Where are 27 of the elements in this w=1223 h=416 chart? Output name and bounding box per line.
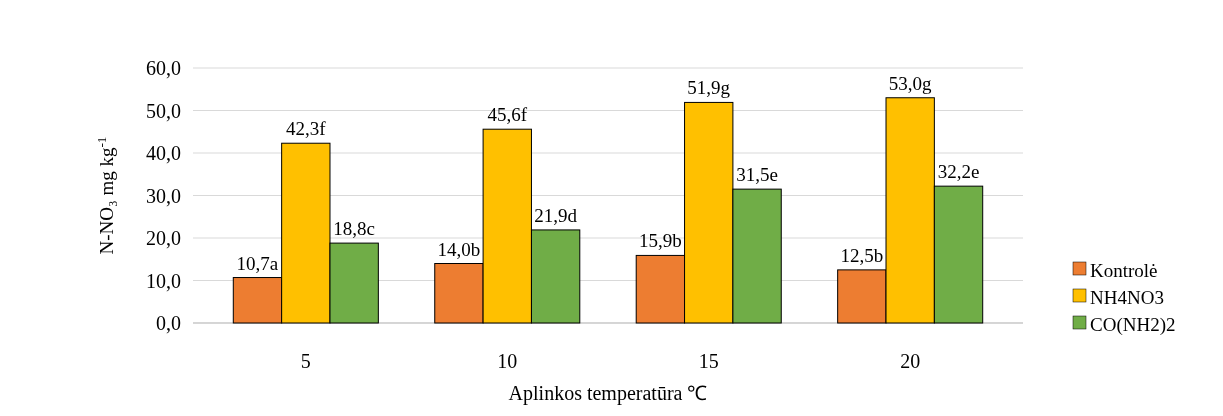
y-tick-label: 60,0 (146, 57, 181, 79)
x-axis-title: Aplinkos temperatūra ℃ (508, 382, 708, 405)
y-tick-label: 10,0 (146, 269, 181, 292)
data-label: 45,6f (487, 104, 528, 126)
data-label: 12,5b (840, 244, 884, 266)
x-tick-label: 5 (300, 350, 311, 372)
data-label: 51,9g (687, 77, 731, 99)
y-tick-label: 30,0 (146, 184, 181, 207)
legend-label: NH4NO3 (1090, 286, 1164, 308)
data-label: 31,5e (736, 164, 778, 186)
data-label: 21,9d (534, 204, 578, 226)
x-tick-label: 10 (497, 350, 518, 372)
y-tick-label: 40,0 (146, 142, 181, 164)
data-label: 32,2e (937, 161, 980, 183)
data-label: 10,7a (236, 252, 279, 274)
y-tick-label: 20,0 (146, 227, 181, 249)
legend-label: Kontrolė (1090, 259, 1158, 281)
y-tick-label: 50,0 (146, 99, 181, 122)
data-label: 15,9b (639, 230, 682, 252)
data-label: 18,8c (333, 218, 376, 240)
legend-label: CO(NH2)2 (1090, 313, 1176, 336)
x-tick-label: 20 (900, 350, 921, 372)
x-tick-label: 15 (698, 350, 719, 372)
data-label: 53,0g (888, 72, 933, 94)
y-tick-label: 0,0 (156, 312, 181, 334)
data-label: 14,0b (437, 238, 481, 260)
data-label: 42,3f (286, 118, 327, 140)
